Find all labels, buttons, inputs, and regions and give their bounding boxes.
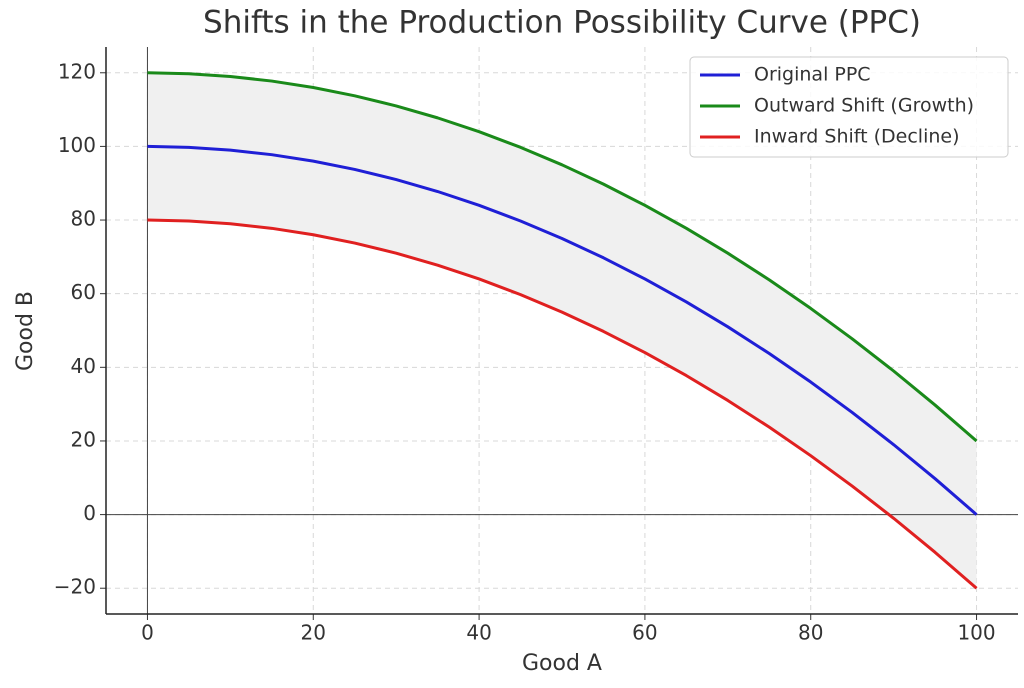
x-tick-label: 80 bbox=[798, 621, 823, 645]
series-line bbox=[147, 71, 978, 443]
x-tick-label: 20 bbox=[301, 621, 326, 645]
legend-box bbox=[689, 56, 1009, 158]
y-tick-label: 0 bbox=[83, 501, 96, 525]
series-line bbox=[147, 218, 978, 590]
y-tick-label: 60 bbox=[71, 280, 96, 304]
fill-area bbox=[147, 72, 977, 589]
y-tick-label: 20 bbox=[71, 427, 96, 451]
legend-label: Inward Shift (Decline) bbox=[754, 126, 960, 148]
x-tick-label: 40 bbox=[466, 621, 491, 645]
y-axis-label: Good B bbox=[13, 291, 38, 371]
y-tick-label: −20 bbox=[54, 575, 96, 599]
x-axis-label: Good A bbox=[522, 651, 602, 676]
legend-label: Original PPC bbox=[754, 64, 871, 86]
x-tick-label: 100 bbox=[957, 621, 995, 645]
legend-label: Outward Shift (Growth) bbox=[754, 95, 974, 117]
y-tick-label: 80 bbox=[71, 207, 96, 231]
y-tick-label: 120 bbox=[58, 59, 96, 83]
y-tick-label: 40 bbox=[71, 354, 96, 378]
chart-title: Shifts in the Production Possibility Cur… bbox=[203, 5, 921, 41]
series-line bbox=[147, 144, 978, 516]
x-tick-label: 0 bbox=[141, 621, 154, 645]
y-tick-label: 100 bbox=[58, 133, 96, 157]
x-tick-label: 60 bbox=[632, 621, 657, 645]
legend: Original PPC Outward Shift (Growth) Inward… bbox=[689, 56, 1009, 158]
